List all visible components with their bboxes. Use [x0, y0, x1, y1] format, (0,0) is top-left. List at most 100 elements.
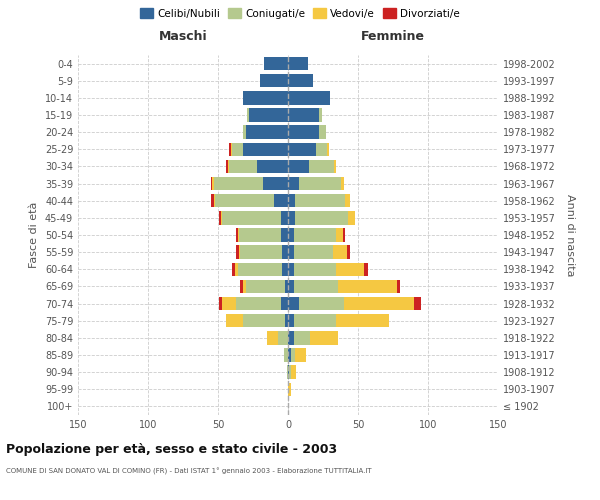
Bar	[211, 177, 212, 190]
Bar	[235, 262, 238, 276]
Bar	[293, 314, 335, 328]
Bar	[288, 194, 295, 207]
Bar	[288, 228, 293, 241]
Bar	[288, 280, 293, 293]
Bar	[257, 160, 288, 173]
Bar	[232, 262, 235, 276]
Text: COMUNE DI SAN DONATO VAL DI COMINO (FR) - Dati ISTAT 1° gennaio 2003 - Elaborazi: COMUNE DI SAN DONATO VAL DI COMINO (FR) …	[6, 468, 371, 474]
Bar	[344, 297, 414, 310]
Bar	[335, 262, 364, 276]
Bar	[267, 331, 278, 344]
Bar	[327, 142, 329, 156]
Bar	[232, 142, 243, 156]
Bar	[243, 280, 246, 293]
Bar	[348, 211, 355, 224]
Bar	[226, 314, 243, 328]
Bar	[335, 314, 389, 328]
Bar	[247, 108, 249, 122]
Bar	[341, 177, 344, 190]
Bar	[335, 228, 343, 241]
Bar	[236, 297, 281, 310]
Bar	[243, 126, 246, 139]
Bar	[287, 366, 288, 379]
Bar	[288, 91, 330, 104]
Bar	[319, 126, 326, 139]
Bar	[289, 366, 291, 379]
Bar	[288, 246, 293, 259]
Bar	[221, 211, 222, 224]
Bar	[238, 228, 239, 241]
Bar	[264, 57, 288, 70]
Bar	[241, 246, 283, 259]
Bar	[246, 126, 288, 139]
Bar	[236, 228, 238, 241]
Bar	[228, 160, 229, 173]
Bar	[288, 126, 319, 139]
Bar	[215, 194, 274, 207]
Bar	[288, 314, 293, 328]
Bar	[260, 74, 288, 88]
Bar	[229, 142, 230, 156]
Bar	[309, 160, 334, 173]
Bar	[333, 246, 347, 259]
Bar	[295, 194, 346, 207]
Bar	[293, 280, 338, 293]
Bar	[239, 228, 281, 241]
Bar	[284, 348, 288, 362]
Bar	[236, 246, 239, 259]
Bar	[288, 348, 291, 362]
Bar	[288, 108, 319, 122]
Text: Femmine: Femmine	[361, 30, 425, 43]
Bar	[283, 246, 288, 259]
Bar	[285, 280, 288, 293]
Bar	[288, 74, 313, 88]
Bar	[220, 211, 221, 224]
Bar	[334, 160, 335, 173]
Bar	[293, 262, 335, 276]
Bar	[291, 348, 295, 362]
Bar	[214, 194, 215, 207]
Bar	[211, 194, 214, 207]
Bar	[243, 91, 288, 104]
Bar	[291, 366, 296, 379]
Bar	[246, 280, 285, 293]
Bar	[226, 160, 228, 173]
Bar	[229, 160, 257, 173]
Bar	[241, 280, 243, 293]
Bar	[319, 108, 322, 122]
Bar	[263, 177, 288, 190]
Y-axis label: Anni di nascita: Anni di nascita	[565, 194, 575, 276]
Bar	[338, 280, 397, 293]
Bar	[293, 228, 335, 241]
Bar	[288, 262, 293, 276]
Bar	[243, 314, 285, 328]
Bar	[285, 314, 288, 328]
Bar	[288, 211, 295, 224]
Bar	[347, 246, 350, 259]
Bar	[310, 331, 338, 344]
Bar	[364, 262, 368, 276]
Bar	[346, 194, 350, 207]
Bar	[238, 262, 283, 276]
Bar	[220, 297, 222, 310]
Bar	[343, 228, 346, 241]
Bar	[249, 108, 288, 122]
Bar	[212, 177, 214, 190]
Bar	[281, 211, 288, 224]
Bar	[243, 142, 288, 156]
Bar	[295, 348, 306, 362]
Bar	[230, 142, 232, 156]
Bar	[288, 297, 299, 310]
Bar	[288, 57, 308, 70]
Bar	[299, 177, 341, 190]
Bar	[414, 297, 421, 310]
Bar	[281, 297, 288, 310]
Text: Popolazione per età, sesso e stato civile - 2003: Popolazione per età, sesso e stato civil…	[6, 442, 337, 456]
Bar	[316, 142, 327, 156]
Bar	[222, 211, 281, 224]
Bar	[288, 177, 299, 190]
Bar	[288, 366, 289, 379]
Bar	[222, 297, 236, 310]
Bar	[281, 228, 288, 241]
Bar	[278, 331, 288, 344]
